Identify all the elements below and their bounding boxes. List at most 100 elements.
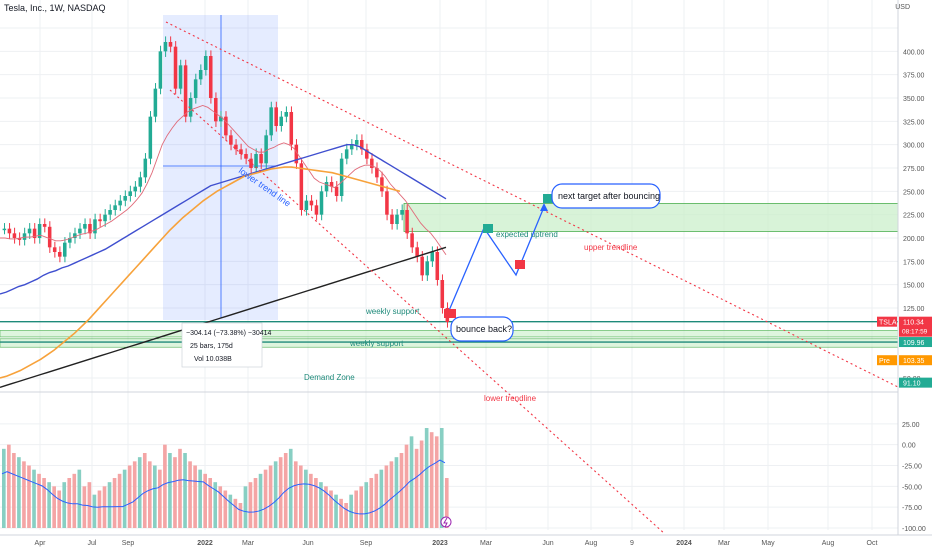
candle-body-10 — [52, 247, 57, 252]
volume-bar-30 — [153, 465, 157, 528]
price-tick-1: 400.00 — [903, 49, 925, 56]
candle-body-60 — [304, 200, 309, 210]
time-tick-13: Mar — [718, 540, 731, 547]
candle-body-31 — [158, 51, 163, 89]
volume-bar-77 — [389, 461, 394, 528]
volume-bar-37 — [188, 461, 192, 528]
volume-bar-76 — [384, 465, 389, 528]
candle-body-39 — [198, 70, 203, 80]
volume-tick-0: 25.00 — [902, 422, 920, 429]
volume-bar-34 — [173, 457, 177, 528]
candle-body-34 — [173, 46, 178, 89]
volume-bar-81 — [409, 436, 414, 528]
candle-body-32 — [163, 42, 168, 52]
flag-red-1 — [444, 309, 456, 318]
volume-bar-4 — [22, 461, 26, 528]
candle-body-47 — [239, 149, 243, 154]
candle-body-59 — [299, 163, 304, 210]
candle-body-28 — [143, 158, 148, 178]
candle-body-1 — [7, 228, 12, 234]
volume-bar-2 — [12, 453, 16, 528]
price-tag-bg-0 — [899, 316, 932, 337]
expected-uptrend-path — [447, 206, 545, 314]
candle-body-76 — [385, 191, 389, 215]
price-tick-6: 275.00 — [903, 166, 925, 173]
price-tick-5: 300.00 — [903, 143, 925, 150]
volume-bar-73 — [369, 478, 374, 528]
volume-bar-28 — [142, 453, 147, 528]
volume-bar-12 — [62, 482, 67, 528]
volume-bar-32 — [163, 444, 167, 528]
price-tag-label-bg-0 — [877, 316, 897, 327]
volume-bar-6 — [32, 469, 36, 528]
time-tick-11: 9 — [630, 540, 634, 547]
uptrend-arrowhead — [540, 203, 548, 211]
time-tick-6: Sep — [360, 540, 373, 547]
candle-body-24 — [123, 196, 127, 201]
candle-body-2 — [12, 233, 17, 238]
candle-body-7 — [37, 224, 42, 238]
weekly-support-label-2: weekly support — [349, 339, 404, 348]
volume-bar-18 — [92, 494, 97, 528]
price-tick-11: 150.00 — [903, 283, 925, 290]
volume-bar-14 — [72, 473, 77, 528]
price-tick-3: 350.00 — [903, 96, 925, 103]
candle-body-0 — [2, 228, 7, 231]
measure-info-line1: −304.14 (−73.38%) −30414 — [186, 330, 272, 337]
volume-bar-53 — [268, 465, 273, 528]
volume-bar-52 — [263, 469, 268, 528]
volume-bar-87 — [439, 428, 444, 528]
volume-bar-40 — [203, 473, 207, 528]
candle-body-85 — [430, 252, 434, 262]
candle-body-15 — [78, 228, 82, 234]
candle-body-11 — [57, 252, 62, 257]
candles — [2, 36, 450, 328]
demand-zone-band-top — [0, 330, 899, 338]
zones — [0, 15, 899, 348]
volume-bar-43 — [218, 486, 223, 528]
candle-body-20 — [103, 214, 107, 222]
candle-body-41 — [208, 56, 213, 98]
candle-body-13 — [68, 238, 72, 243]
currency-label: USD — [895, 4, 910, 11]
candle-body-57 — [289, 112, 294, 145]
grid — [0, 0, 898, 530]
volume-bar-60 — [304, 469, 308, 528]
time-tick-9: Jun — [542, 540, 553, 547]
candle-body-67 — [339, 158, 344, 196]
volume-bar-63 — [319, 482, 323, 528]
candle-body-23 — [118, 200, 122, 206]
candle-body-68 — [344, 149, 349, 159]
volume-bar-82 — [414, 448, 419, 528]
upper-trendline-label: upper trendline — [584, 243, 638, 252]
candle-body-49 — [249, 158, 253, 168]
volume-bar-8 — [42, 478, 46, 528]
candle-body-18 — [93, 219, 97, 234]
candle-body-16 — [83, 224, 87, 229]
candle-body-26 — [133, 186, 138, 192]
price-tick-4: 325.00 — [903, 119, 925, 126]
candle-body-25 — [128, 191, 132, 196]
volume-tick-3: -50.00 — [902, 484, 922, 491]
price-tag-value-0: 110.34 — [903, 320, 924, 327]
candle-body-54 — [274, 107, 278, 126]
candle-body-46 — [234, 144, 238, 150]
candle-body-86 — [435, 252, 440, 280]
flag-green-2 — [543, 194, 553, 203]
volume-bar-78 — [394, 457, 399, 528]
candle-body-70 — [354, 140, 359, 145]
volume-bar-67 — [339, 498, 343, 528]
volume-bar-83 — [419, 440, 424, 528]
lightning-icon-glyph — [443, 517, 448, 528]
volume-bar-51 — [258, 473, 263, 528]
candle-body-66 — [334, 186, 339, 196]
price-tag-sub-0: 08:17:59 — [902, 329, 928, 336]
candle-body-22 — [113, 205, 117, 210]
candle-body-12 — [63, 242, 67, 257]
candle-body-56 — [284, 112, 289, 117]
candle-body-64 — [324, 182, 329, 192]
weekly-support-label-1: weekly support — [365, 307, 420, 316]
candle-body-17 — [88, 224, 92, 234]
price-tick-12: 125.00 — [903, 306, 925, 313]
